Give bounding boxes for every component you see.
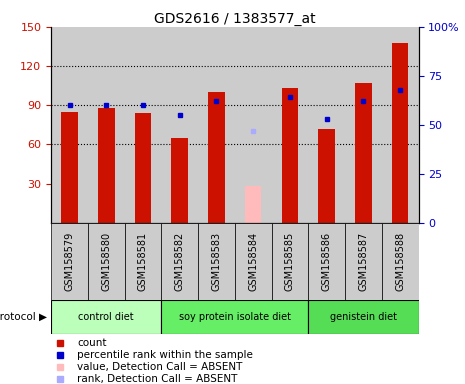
Text: rank, Detection Call = ABSENT: rank, Detection Call = ABSENT bbox=[77, 374, 238, 384]
Bar bbox=[51, 300, 161, 334]
Text: GSM158587: GSM158587 bbox=[359, 232, 368, 291]
Bar bbox=[135, 113, 151, 223]
Bar bbox=[319, 129, 335, 223]
Text: GSM158585: GSM158585 bbox=[285, 232, 295, 291]
Bar bbox=[172, 138, 188, 223]
Bar bbox=[51, 223, 88, 300]
Bar bbox=[355, 83, 372, 223]
Title: GDS2616 / 1383577_at: GDS2616 / 1383577_at bbox=[154, 12, 316, 26]
Text: GSM158583: GSM158583 bbox=[212, 232, 221, 291]
Text: GSM158584: GSM158584 bbox=[248, 232, 258, 291]
Bar bbox=[208, 92, 225, 223]
Text: GSM158588: GSM158588 bbox=[395, 232, 405, 291]
Bar bbox=[125, 223, 161, 300]
Bar bbox=[61, 112, 78, 223]
Text: GSM158582: GSM158582 bbox=[175, 232, 185, 291]
Bar bbox=[161, 300, 308, 334]
Bar bbox=[161, 223, 198, 300]
Bar bbox=[245, 186, 261, 223]
Bar bbox=[382, 223, 418, 300]
Text: protocol ▶: protocol ▶ bbox=[0, 312, 46, 322]
Text: GSM158579: GSM158579 bbox=[65, 232, 74, 291]
Bar bbox=[235, 223, 272, 300]
Text: value, Detection Call = ABSENT: value, Detection Call = ABSENT bbox=[77, 362, 243, 372]
Text: count: count bbox=[77, 338, 106, 348]
Text: soy protein isolate diet: soy protein isolate diet bbox=[179, 312, 291, 322]
Bar bbox=[272, 223, 308, 300]
Text: genistein diet: genistein diet bbox=[330, 312, 397, 322]
Bar bbox=[308, 300, 418, 334]
Bar bbox=[392, 43, 408, 223]
Bar bbox=[308, 223, 345, 300]
Bar bbox=[98, 108, 114, 223]
Bar bbox=[198, 223, 235, 300]
Bar bbox=[345, 223, 382, 300]
Text: percentile rank within the sample: percentile rank within the sample bbox=[77, 351, 253, 361]
Text: control diet: control diet bbox=[79, 312, 134, 322]
Text: GSM158586: GSM158586 bbox=[322, 232, 332, 291]
Text: GSM158581: GSM158581 bbox=[138, 232, 148, 291]
Bar bbox=[282, 88, 298, 223]
Text: GSM158580: GSM158580 bbox=[101, 232, 111, 291]
Bar bbox=[88, 223, 125, 300]
